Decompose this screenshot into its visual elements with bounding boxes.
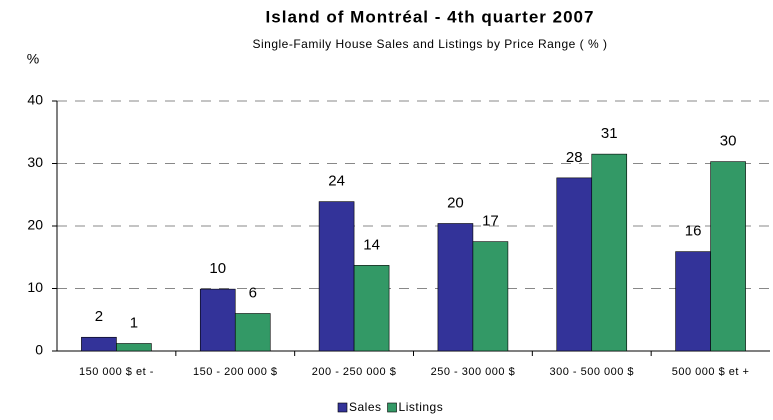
x-tick-label: 150 000 $ et - — [79, 366, 154, 378]
bar — [675, 251, 711, 352]
bar — [437, 223, 474, 352]
y-axis-label: % — [27, 51, 39, 67]
bar — [116, 343, 152, 352]
data-label: 24 — [328, 173, 345, 190]
bar — [81, 336, 117, 352]
x-tick-label: 250 - 300 000 $ — [431, 366, 516, 378]
legend-swatch — [387, 402, 397, 413]
chart-subtitle: Single-Family House Sales and Listings b… — [253, 37, 608, 51]
y-tick-label: 20 — [27, 217, 43, 233]
bar — [591, 153, 628, 352]
bar — [199, 288, 236, 352]
x-tick-label: 200 - 250 000 $ — [312, 366, 397, 378]
chart-title: Island of Montréal - 4th quarter 2007 — [266, 7, 595, 26]
data-label: 10 — [209, 260, 226, 277]
data-label: 16 — [685, 223, 702, 240]
legend-label: Listings — [399, 400, 444, 414]
data-label: 6 — [249, 284, 257, 301]
data-label: 1 — [130, 314, 138, 331]
y-tick-label: 10 — [27, 279, 43, 295]
bar — [472, 241, 509, 352]
data-label: 30 — [720, 133, 737, 150]
data-label: 14 — [363, 236, 380, 253]
y-tick-label: 0 — [35, 342, 43, 358]
x-tick-label: 500 000 $ et + — [672, 366, 750, 378]
legend-swatch — [337, 402, 348, 413]
data-label: 31 — [601, 125, 618, 142]
y-tick-label: 40 — [27, 92, 43, 108]
data-label: 17 — [482, 213, 499, 230]
legend-label: Sales — [349, 400, 382, 414]
x-tick-label: 300 - 500 000 $ — [549, 366, 634, 378]
bar — [234, 313, 271, 352]
data-label: 2 — [95, 308, 103, 325]
bar — [318, 201, 355, 352]
bar — [710, 161, 746, 352]
y-tick-label: 30 — [27, 154, 43, 170]
data-label: 20 — [447, 194, 464, 211]
bar — [353, 265, 390, 352]
bar — [556, 177, 593, 352]
data-label: 28 — [566, 149, 583, 166]
x-tick-label: 150 - 200 000 $ — [193, 366, 278, 378]
